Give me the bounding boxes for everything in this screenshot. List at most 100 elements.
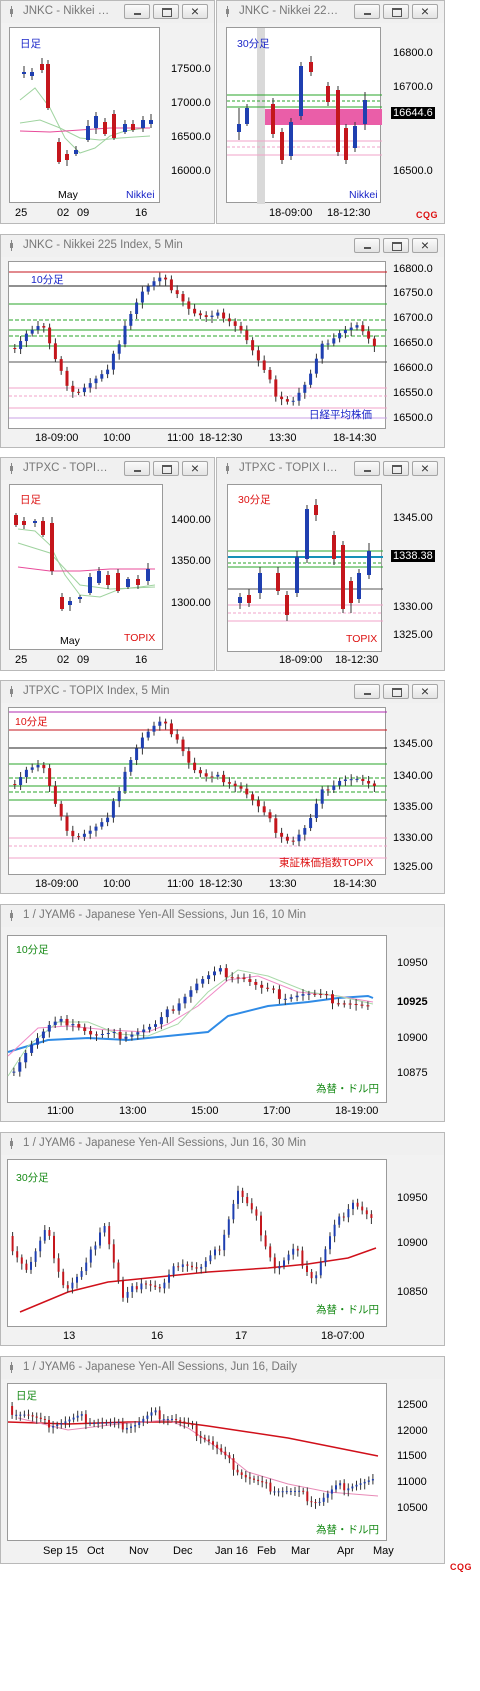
candle-body (171, 1418, 173, 1420)
y-tick-label: 1330.00 (393, 601, 433, 613)
candle-body (363, 1481, 366, 1484)
candle-body (53, 786, 57, 804)
title-bar[interactable]: 1 / JYAM6 - Japanese Yen-All Sessions, J… (1, 905, 444, 927)
candle-body (336, 1003, 340, 1005)
candle-body (257, 1479, 260, 1482)
title-bar[interactable]: 1 / JYAM6 - Japanese Yen-All Sessions, J… (1, 1133, 444, 1155)
title-bar[interactable]: JTPXC - TOPIX In... (1, 458, 214, 480)
candle-body (283, 1260, 285, 1267)
chart-area[interactable]: 10分足 東証株価指数TOPIX (8, 707, 387, 875)
candle-body (193, 762, 197, 771)
chart-area[interactable]: 日足 May Nikkei (9, 27, 160, 203)
candle-body (165, 1009, 169, 1018)
candle-body (256, 800, 260, 807)
window-yen-30min[interactable]: 1 / JYAM6 - Japanese Yen-All Sessions, J… (0, 1132, 445, 1346)
title-bar[interactable]: JNKC - Nikkei 225 Index, 5 Min (1, 235, 444, 257)
window-title: JTPXC - TOPIX Ind... (239, 462, 339, 474)
candle-body (195, 1425, 198, 1437)
title-bar[interactable]: JNKC - Nikkei 225 ... (217, 1, 444, 23)
candle-body (262, 806, 266, 813)
close-button[interactable] (412, 460, 438, 476)
y-tick-label: 16800.0 (393, 47, 433, 59)
candle-body (140, 737, 144, 749)
candle-body (227, 1219, 230, 1235)
x-tick-label: Feb (257, 1545, 276, 1557)
window-yen-10min[interactable]: 1 / JYAM6 - Japanese Yen-All Sessions, J… (0, 904, 445, 1122)
candle-body (262, 360, 266, 370)
candle-body (246, 1196, 249, 1204)
minimize-button[interactable] (124, 461, 150, 476)
timeframe-label: 30分足 (16, 1172, 49, 1184)
candle-body (77, 1024, 81, 1028)
candle-body (93, 1422, 96, 1424)
close-button[interactable] (182, 3, 208, 19)
minimize-button[interactable] (354, 4, 380, 19)
candles-svg (19, 58, 153, 166)
candle-body (289, 997, 293, 999)
candle-body (216, 312, 220, 316)
candle-body (325, 994, 329, 996)
candle-body (367, 781, 371, 784)
maximize-button[interactable] (383, 684, 409, 699)
candle-body (315, 1275, 318, 1279)
maximize-button[interactable] (383, 4, 409, 19)
minimize-button[interactable] (354, 461, 380, 476)
candle-body (239, 325, 243, 331)
title-bar[interactable]: JTPXC - TOPIX Ind... (217, 458, 444, 480)
candle-body (71, 830, 75, 837)
candle-body (35, 1416, 38, 1418)
title-bar[interactable]: 1 / JYAM6 - Japanese Yen-All Sessions, J… (1, 1357, 444, 1379)
window-topix-5min[interactable]: JTPXC - TOPIX Index, 5 Min 10分足 東証株価指数TO… (0, 680, 445, 894)
candle-body (65, 816, 69, 831)
close-button[interactable] (182, 460, 208, 476)
daily-candles (14, 513, 150, 611)
maximize-button[interactable] (153, 4, 179, 19)
candle-body (89, 1249, 92, 1263)
close-button[interactable] (412, 237, 438, 253)
candle-body (125, 1427, 128, 1430)
title-bar[interactable]: JTPXC - TOPIX Index, 5 Min (1, 681, 444, 703)
title-bar[interactable]: JNKC - Nikkei 22... (1, 1, 214, 23)
candle-body (349, 779, 353, 781)
maximize-button[interactable] (153, 461, 179, 476)
window-nikkei-daily[interactable]: JNKC - Nikkei 22... (0, 0, 215, 224)
candle-body (195, 1267, 198, 1269)
window-nikkei-5min[interactable]: JNKC - Nikkei 225 Index, 5 Min 10分足 日経平均… (0, 234, 445, 448)
chart-area[interactable]: 10分足 為替・ドル円 (7, 935, 387, 1103)
candle-body (19, 777, 23, 786)
y-tick-label: 11500 (397, 1450, 427, 1462)
y-tick-label: 1345.00 (393, 738, 433, 750)
window-title: 1 / JYAM6 - Japanese Yen-All Sessions, J… (23, 1137, 306, 1149)
close-button[interactable] (412, 683, 438, 699)
chart-area[interactable]: 30分足 為替・ドル円 (7, 1159, 387, 1327)
minimize-button[interactable] (354, 238, 380, 253)
chart-area[interactable]: 30分足 TOPIX (227, 484, 383, 652)
candle-body (94, 826, 98, 831)
maximize-button[interactable] (383, 238, 409, 253)
candle-body (171, 1009, 175, 1011)
chart-area[interactable]: 30分足 Nikkei (226, 27, 382, 204)
y-tick-label: 16750.0 (393, 287, 433, 299)
candle-body (366, 1005, 370, 1007)
chart-area[interactable]: 日足 May TOPIX (9, 484, 163, 650)
window-topix-30min[interactable]: JTPXC - TOPIX Ind... (216, 457, 445, 671)
window-yen-daily[interactable]: 1 / JYAM6 - Japanese Yen-All Sessions, J… (0, 1356, 445, 1564)
minimize-button[interactable] (124, 4, 150, 19)
candle-body (268, 369, 272, 380)
candle-body (59, 803, 63, 817)
candle-body (281, 1491, 284, 1493)
close-button[interactable] (412, 3, 438, 19)
chart-area[interactable]: 日足 為替・ドル円 (7, 1383, 387, 1541)
candle-body (101, 1422, 104, 1424)
candle-body (254, 981, 258, 985)
candle-body (149, 1284, 152, 1286)
candle-body (335, 1485, 337, 1490)
candle-body (19, 1414, 22, 1416)
window-topix-daily[interactable]: JTPXC - TOPIX In... (0, 457, 215, 671)
source-label: 日経平均株価 (309, 409, 372, 421)
maximize-button[interactable] (383, 461, 409, 476)
minimize-button[interactable] (354, 684, 380, 699)
chart-area[interactable]: 10分足 日経平均株価 (8, 261, 387, 429)
window-nikkei-30min[interactable]: JNKC - Nikkei 225 ... (216, 0, 445, 224)
candle-body (118, 1031, 122, 1039)
